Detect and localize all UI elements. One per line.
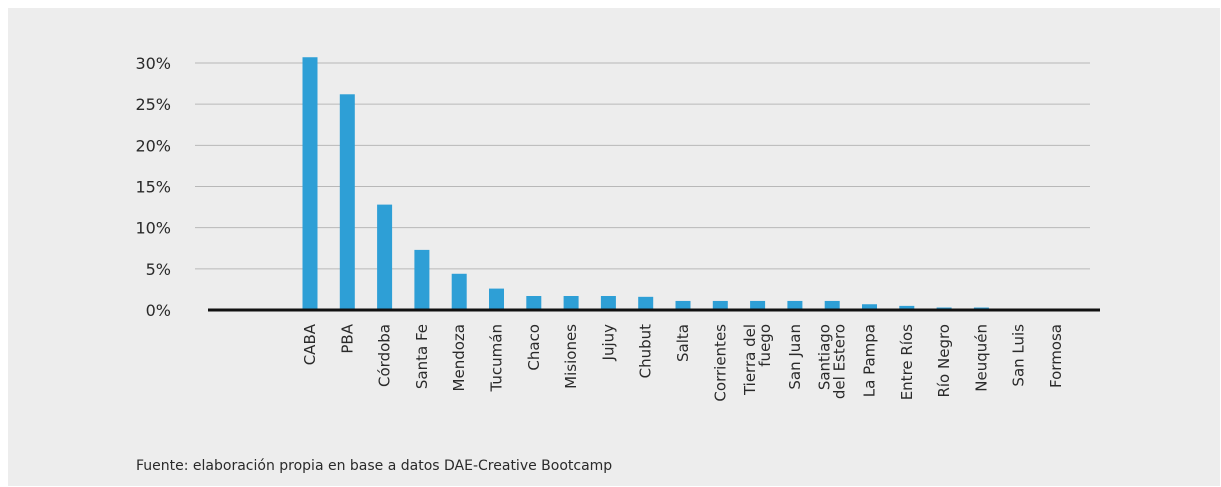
category-label: Entre Ríos (898, 324, 916, 400)
category-label: Misiones (562, 324, 580, 389)
category-label: San Juan (786, 324, 804, 390)
y-tick-label: 5% (146, 260, 171, 279)
category-label: Jujuy (599, 324, 617, 362)
category-label: Río Negro (935, 324, 953, 398)
x-axis-category-labels: CABA PBA Córdoba Santa Fe Mendoza Tucumán Chac… (301, 323, 1065, 401)
y-tick-label: 10% (135, 219, 171, 238)
bar-san-juan (787, 300, 803, 310)
y-tick-label: 20% (135, 136, 171, 155)
bar-santiago-del-estero (824, 300, 840, 310)
y-tick-label: 15% (135, 178, 171, 197)
category-label: San Luis (1010, 324, 1028, 387)
category-label: Santiago (816, 324, 834, 390)
bar-caba (302, 57, 318, 311)
category-label: Neuquén (972, 324, 990, 392)
chart-panel (8, 8, 1220, 486)
bar-tucumán (489, 288, 504, 310)
bars (302, 57, 989, 311)
category-label: La Pampa (861, 324, 879, 397)
category-label: Tucumán (488, 324, 506, 392)
category-label: del Estero (831, 324, 849, 399)
bar-la-pampa (862, 304, 877, 310)
bar-mendoza (451, 273, 467, 310)
category-label: Córdoba (376, 324, 394, 387)
category-label: fuego (756, 324, 774, 367)
bar-tierra-del-fuego (750, 300, 766, 310)
y-tick-label: 30% (135, 54, 171, 73)
y-tick-label: 0% (146, 301, 171, 320)
source-note: Fuente: elaboración propia en base a dat… (136, 458, 613, 474)
bar-corrientes (712, 300, 728, 310)
category-label: Santa Fe (413, 324, 431, 389)
y-axis-ticks: 0% 5% 10% 15% 20% 25% 30% (135, 54, 171, 320)
bar-jujuy (600, 296, 616, 310)
category-label: Formosa (1047, 324, 1065, 388)
bar-entre-ríos (899, 305, 915, 310)
bar-santa-fe (414, 249, 430, 310)
bar-pba (339, 94, 355, 310)
category-label: PBA (338, 323, 356, 353)
bar-chubut (638, 296, 654, 310)
category-label: Tierra del (741, 324, 759, 396)
category-label: Salta (674, 324, 692, 362)
bar-chaco (526, 296, 542, 310)
category-label: Chubut (637, 324, 655, 379)
bar-salta (675, 300, 691, 310)
category-label: Mendoza (450, 324, 468, 391)
category-label: Corrientes (711, 324, 729, 402)
gridlines (195, 62, 1090, 270)
bar-córdoba (377, 204, 393, 310)
y-tick-label: 25% (135, 95, 171, 114)
category-label: Chaco (525, 324, 543, 371)
category-label: CABA (301, 323, 319, 365)
bar-misiones (563, 296, 579, 310)
